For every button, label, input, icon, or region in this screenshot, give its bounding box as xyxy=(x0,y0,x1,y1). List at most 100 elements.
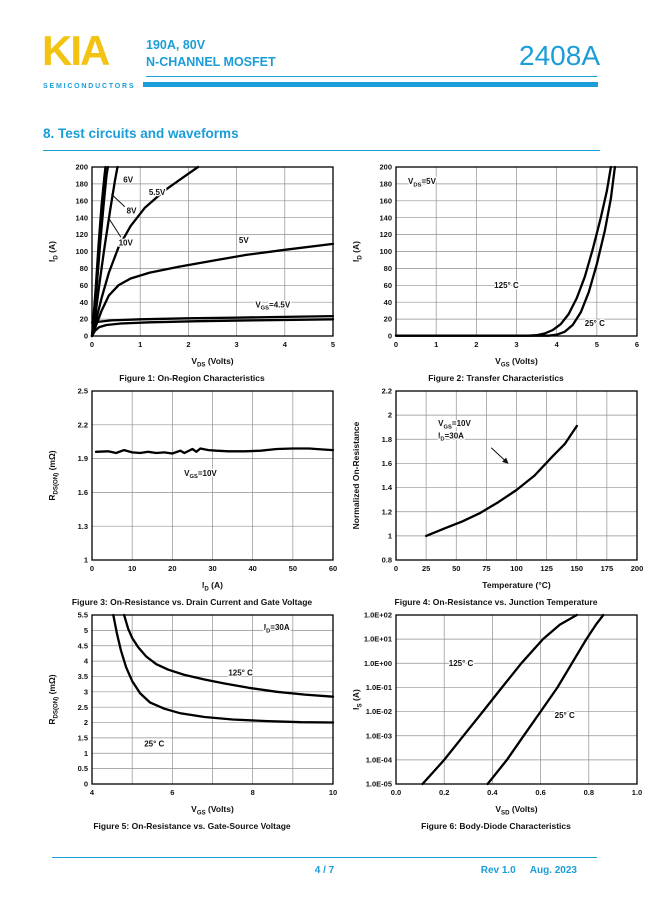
svg-text:5: 5 xyxy=(595,340,599,349)
svg-text:0.2: 0.2 xyxy=(439,788,449,797)
svg-text:1.0E-05: 1.0E-05 xyxy=(366,780,392,789)
svg-text:RDS(ON) (mΩ): RDS(ON) (mΩ) xyxy=(47,450,60,500)
svg-text:0: 0 xyxy=(394,564,398,573)
svg-text:80: 80 xyxy=(384,264,392,273)
svg-text:4: 4 xyxy=(84,657,89,666)
svg-text:10: 10 xyxy=(128,564,136,573)
svg-text:1.6: 1.6 xyxy=(78,488,88,497)
svg-text:3: 3 xyxy=(514,340,518,349)
figure-4-caption: Figure 4: On-Resistance vs. Junction Tem… xyxy=(394,597,598,607)
svg-text:2.2: 2.2 xyxy=(382,387,392,396)
svg-text:0: 0 xyxy=(84,780,88,789)
svg-text:1.0E-01: 1.0E-01 xyxy=(366,683,392,692)
figure-6-caption: Figure 6: Body-Diode Characteristics xyxy=(421,821,571,831)
svg-text:6: 6 xyxy=(170,788,174,797)
svg-text:2.5: 2.5 xyxy=(78,703,88,712)
svg-text:40: 40 xyxy=(248,564,256,573)
svg-text:1: 1 xyxy=(84,556,88,565)
svg-text:0.4: 0.4 xyxy=(487,788,498,797)
svg-text:5V: 5V xyxy=(239,236,249,245)
svg-text:100: 100 xyxy=(379,247,392,256)
svg-text:VGS=10V: VGS=10V xyxy=(184,469,217,480)
figure-5: 4 6 8 10 0 0.5 1 1.5 2 2.5 3 3.5 4 4.5 5 5.5 ID=30A 125° … xyxy=(44,608,340,831)
svg-text:60: 60 xyxy=(80,281,88,290)
svg-text:VDS=5V: VDS=5V xyxy=(408,177,437,188)
svg-text:0: 0 xyxy=(90,340,94,349)
svg-text:140: 140 xyxy=(75,213,88,222)
svg-text:5.5V: 5.5V xyxy=(149,188,166,197)
svg-text:1: 1 xyxy=(388,531,392,540)
svg-text:1.0E-04: 1.0E-04 xyxy=(366,755,393,764)
svg-text:4: 4 xyxy=(555,340,560,349)
svg-text:25: 25 xyxy=(422,564,430,573)
svg-text:VSD (Volts): VSD (Volts) xyxy=(495,804,537,816)
svg-text:0: 0 xyxy=(90,564,94,573)
svg-text:6: 6 xyxy=(635,340,639,349)
svg-text:5: 5 xyxy=(84,626,88,635)
figure-2-chart: 0 1 2 3 4 5 6020406080100120140160180200VDS=5V… xyxy=(350,161,641,369)
svg-text:6V: 6V xyxy=(123,175,133,184)
svg-text:200: 200 xyxy=(631,564,644,573)
figure-4: 0 25 50 75 100 125 150 175 200 0.8 1 1.2 1.4 1.6 1.8 2 2… xyxy=(348,384,645,607)
svg-text:200: 200 xyxy=(75,163,88,172)
svg-text:30: 30 xyxy=(208,564,216,573)
svg-text:Temperature (°C): Temperature (°C) xyxy=(482,580,551,590)
svg-text:ID (A): ID (A) xyxy=(202,580,223,592)
svg-text:1.2: 1.2 xyxy=(382,507,392,516)
svg-text:1: 1 xyxy=(434,340,438,349)
revision-label: Rev 1.0 xyxy=(480,865,516,876)
svg-text:VGS=10V: VGS=10V xyxy=(438,419,471,430)
svg-text:1.0E+01: 1.0E+01 xyxy=(364,635,392,644)
svg-text:3.5: 3.5 xyxy=(78,672,88,681)
revision-info: Rev 1.0 Aug. 2023 xyxy=(481,865,577,876)
svg-text:IS (A): IS (A) xyxy=(351,689,364,710)
svg-text:0.5: 0.5 xyxy=(78,764,88,773)
figure-5-chart: 4 6 8 10 0 0.5 1 1.5 2 2.5 3 3.5 4 4.5 5 5.5 ID=30A 125° … xyxy=(46,609,339,817)
svg-text:RDS(ON) (mΩ): RDS(ON) (mΩ) xyxy=(47,674,60,724)
revision-date: Aug. 2023 xyxy=(529,865,577,876)
svg-text:160: 160 xyxy=(75,196,88,205)
svg-text:20: 20 xyxy=(384,315,392,324)
svg-text:60: 60 xyxy=(384,281,392,290)
device-summary: 190A, 80V N-CHANNEL MOSFET xyxy=(146,37,276,71)
svg-text:140: 140 xyxy=(379,213,392,222)
figure-6: 0.0 0.2 0.4 0.6 0.8 1.0 1.0E+02 1.0E+01 1.0E+00 1… xyxy=(348,608,644,831)
svg-text:1.0E+00: 1.0E+00 xyxy=(364,659,392,668)
figure-3: 0 10 20 30 40 50 60 1 1.3 1.6 1.9 2.2 2.5 VGS=10V ID (… xyxy=(44,384,340,607)
svg-text:1.6: 1.6 xyxy=(382,459,392,468)
svg-text:120: 120 xyxy=(379,230,392,239)
svg-text:50: 50 xyxy=(289,564,297,573)
page-indicator: 4 / 7 xyxy=(314,865,335,876)
svg-text:150: 150 xyxy=(570,564,583,573)
svg-text:4.5: 4.5 xyxy=(78,641,88,650)
header-thin-rule xyxy=(146,76,597,77)
svg-text:175: 175 xyxy=(601,564,614,573)
svg-text:1: 1 xyxy=(138,340,142,349)
svg-text:0: 0 xyxy=(84,332,88,341)
svg-text:20: 20 xyxy=(80,315,88,324)
svg-text:ID=30A: ID=30A xyxy=(264,623,290,634)
svg-text:2.2: 2.2 xyxy=(78,420,88,429)
svg-text:5: 5 xyxy=(331,340,335,349)
svg-text:4: 4 xyxy=(283,340,288,349)
svg-text:125: 125 xyxy=(540,564,553,573)
svg-text:0.8: 0.8 xyxy=(584,788,594,797)
svg-text:1.3: 1.3 xyxy=(78,522,88,531)
svg-text:25° C: 25° C xyxy=(555,711,575,720)
svg-text:120: 120 xyxy=(75,230,88,239)
svg-text:4: 4 xyxy=(90,788,95,797)
svg-text:2.5: 2.5 xyxy=(78,387,88,396)
svg-text:8V: 8V xyxy=(127,207,137,216)
figure-1-chart: 0 1 2 3 4 5 0 20 40 60 80 100 120 140 160 180 200 6V 5.5V 8… xyxy=(46,161,337,369)
svg-text:125° C: 125° C xyxy=(228,668,253,677)
svg-text:75: 75 xyxy=(482,564,490,573)
svg-text:3: 3 xyxy=(84,687,88,696)
svg-text:0.0: 0.0 xyxy=(391,788,401,797)
svg-text:1.9: 1.9 xyxy=(78,454,88,463)
svg-text:160: 160 xyxy=(379,196,392,205)
svg-text:1.8: 1.8 xyxy=(382,435,392,444)
svg-text:40: 40 xyxy=(384,298,392,307)
svg-text:1.4: 1.4 xyxy=(382,483,393,492)
svg-text:Normalized On-Resistance: Normalized On-Resistance xyxy=(351,421,361,529)
